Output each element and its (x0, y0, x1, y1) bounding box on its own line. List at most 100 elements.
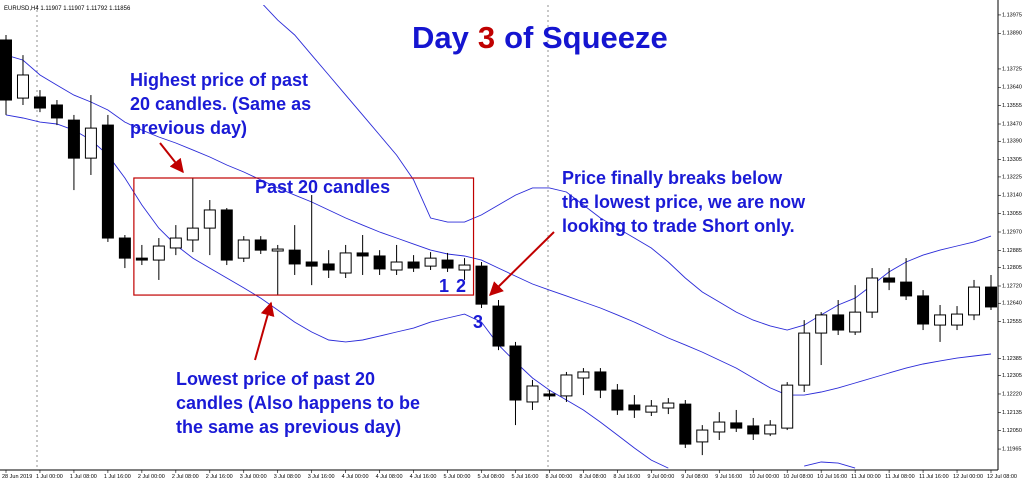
candle-body (390, 261, 403, 271)
candle-body (628, 404, 641, 411)
candle-body (594, 371, 607, 391)
band-line (5, 114, 856, 469)
y-tick-label: 1.13390 (1002, 139, 1022, 145)
x-tick-label: 2 Jul 16:00 (206, 474, 233, 480)
title-text: Day (412, 20, 470, 55)
annotation: candles (Also happens to be (176, 393, 420, 413)
candle-body (968, 286, 981, 316)
candle-body (373, 255, 386, 270)
x-tick-label: 10 Jul 08:00 (783, 474, 813, 480)
x-tick-label: 3 Jul 08:00 (274, 474, 301, 480)
x-tick-label: 10 Jul 00:00 (749, 474, 779, 480)
title-number: 3 (478, 20, 495, 55)
x-tick-label: 1 Jul 08:00 (70, 474, 97, 480)
y-tick-label: 1.12970 (1002, 229, 1022, 235)
y-tick-label: 1.12220 (1002, 391, 1022, 397)
candle-body (424, 257, 437, 267)
x-tick-label: 4 Jul 08:00 (376, 474, 403, 480)
candle-body (50, 104, 63, 119)
y-tick-label: 1.12135 (1002, 410, 1022, 416)
arrow (254, 301, 275, 361)
candle-body (781, 384, 794, 429)
x-tick-label: 5 Jul 00:00 (444, 474, 471, 480)
candle-body (560, 374, 573, 397)
annotation: looking to trade Short only. (562, 216, 795, 236)
x-tick-label: 3 Jul 00:00 (240, 474, 267, 480)
x-tick-label: 9 Jul 08:00 (681, 474, 708, 480)
candle-body (441, 259, 454, 269)
x-tick-label: 11 Jul 16:00 (919, 474, 949, 480)
candle-body (764, 424, 777, 435)
x-tick-label: 2 Jul 00:00 (138, 474, 165, 480)
candle-body (84, 127, 97, 159)
candle-body (900, 281, 913, 297)
x-tick-label: 10 Jul 16:00 (817, 474, 847, 480)
candle-body (509, 345, 522, 401)
band-line (5, 54, 992, 396)
y-tick-label: 1.13725 (1002, 66, 1022, 72)
candle-body (577, 371, 590, 379)
annotation: Price finally breaks below (562, 168, 783, 188)
y-tick-label: 1.13890 (1002, 31, 1022, 37)
y-tick-label: 1.12050 (1002, 428, 1022, 434)
x-tick-label: 28 Jun 2019 (2, 474, 32, 480)
y-tick-label: 1.11965 (1002, 447, 1021, 453)
candle-body (135, 257, 148, 261)
arrow (489, 231, 555, 296)
candle-body (237, 239, 250, 259)
candle-body (951, 313, 964, 326)
candle-body (118, 237, 131, 259)
annotation: 20 candles. (Same as (130, 94, 311, 114)
x-tick-label: 9 Jul 16:00 (715, 474, 742, 480)
arrow (159, 142, 184, 174)
y-tick-label: 1.12805 (1002, 265, 1022, 271)
candle-body (169, 237, 182, 249)
candle-body (543, 393, 556, 397)
candle-body (747, 425, 760, 435)
candle-body (407, 261, 420, 269)
candle-body (67, 119, 80, 159)
candle-body (934, 314, 947, 326)
y-tick-label: 1.13975 (1002, 12, 1022, 18)
x-tick-label: 1 Jul 00:00 (36, 474, 63, 480)
annotation: the same as previous day) (176, 417, 401, 437)
y-tick-label: 1.13640 (1002, 85, 1022, 91)
x-tick-label: 8 Jul 00:00 (545, 474, 572, 480)
candle-body (832, 314, 845, 331)
candle-body (475, 265, 488, 305)
y-tick-label: 1.12640 (1002, 301, 1022, 307)
candle-body (679, 403, 692, 445)
y-tick-label: 1.12385 (1002, 356, 1022, 362)
candle-body (101, 124, 114, 239)
candle-body (16, 74, 29, 99)
x-tick-label: 5 Jul 08:00 (478, 474, 505, 480)
x-tick-label: 2 Jul 08:00 (172, 474, 199, 480)
candle-body (866, 277, 879, 313)
y-tick-label: 1.12720 (1002, 283, 1022, 289)
candle-body (917, 295, 930, 325)
y-tick-label: 1.13555 (1002, 103, 1022, 109)
y-tick-label: 1.12305 (1002, 373, 1022, 379)
x-tick-label: 8 Jul 16:00 (613, 474, 640, 480)
symbol-header: EURUSD,H4 1.11907 1.11907 1.11792 1.1185… (4, 6, 131, 12)
x-tick-label: 3 Jul 16:00 (308, 474, 335, 480)
x-tick-label: 12 Jul 00:00 (953, 474, 983, 480)
annotation: 2 (456, 276, 466, 296)
candle-body (713, 421, 726, 433)
candle-body (322, 263, 335, 271)
range-box (133, 177, 475, 296)
candle-body (203, 209, 216, 229)
y-tick-label: 1.13140 (1002, 193, 1022, 199)
candle-body (696, 429, 709, 443)
candle-body (645, 405, 658, 413)
annotation: Lowest price of past 20 (176, 369, 375, 389)
annotation: Highest price of past (130, 70, 308, 90)
title-text: of Squeeze (504, 20, 668, 55)
candle-body (526, 385, 539, 403)
candle-body (985, 286, 997, 308)
candle-body (254, 239, 267, 251)
y-tick-label: 1.13305 (1002, 157, 1022, 163)
x-tick-label: 11 Jul 08:00 (885, 474, 915, 480)
x-tick-label: 1 Jul 16:00 (104, 474, 131, 480)
